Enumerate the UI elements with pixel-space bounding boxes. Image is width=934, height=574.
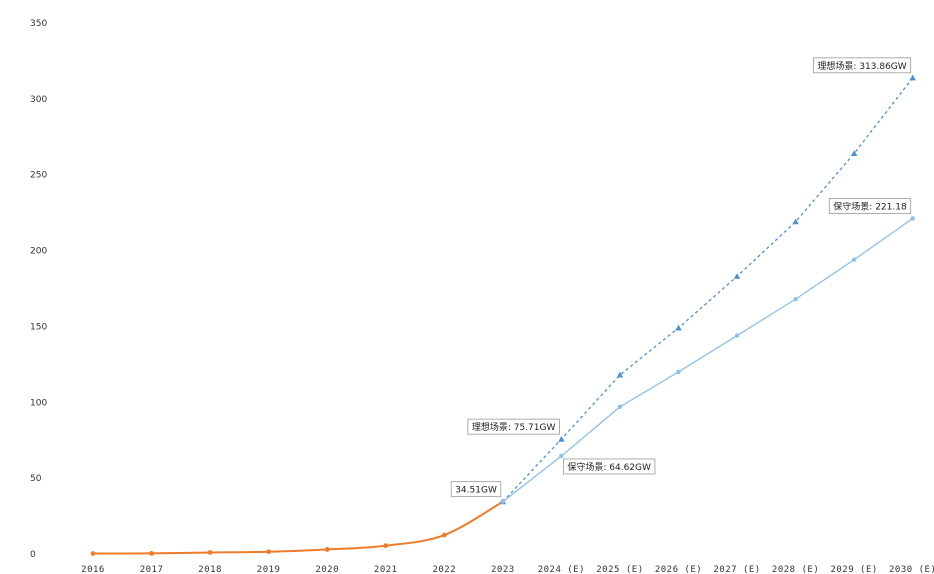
y-tick-label: 250	[30, 171, 47, 181]
series-line-conservative	[502, 217, 914, 503]
data-point-conservative	[559, 453, 564, 459]
data-label-box	[563, 458, 656, 475]
data-point-historical	[324, 547, 330, 552]
data-label-box	[813, 57, 912, 74]
data-point-conservative	[500, 499, 506, 504]
y-tick-label: 200	[30, 247, 47, 257]
y-tick-label: 350	[30, 19, 47, 29]
x-tick-label: 2026 (E)	[655, 565, 702, 574]
data-point-historical	[207, 550, 213, 555]
x-tick-label: 2027 (E)	[713, 565, 760, 574]
x-tick-label: 2017	[140, 565, 164, 574]
y-axis: 0 50 100 150 200 250 300 350	[30, 19, 47, 560]
data-point-historical	[90, 551, 96, 556]
x-tick-label: 2029 (E)	[830, 565, 877, 574]
data-point-historical	[383, 543, 389, 549]
data-point-conservative	[793, 296, 798, 302]
data-point-ideal	[616, 371, 624, 378]
data-label: 34.51GW	[450, 481, 502, 498]
data-label-text: 保守场景: 221.18	[833, 200, 907, 212]
data-point-conservative	[676, 369, 681, 375]
x-tick-label: 2030 (E)	[889, 565, 934, 574]
data-point-ideal	[792, 218, 799, 225]
y-tick-label: 0	[30, 550, 36, 560]
data-label: 保守场景: 64.62GW	[563, 458, 656, 475]
y-tick-label: 100	[30, 398, 47, 408]
annotation-layer: 34.51GW 理想场景: 75.71GW 保守场景: 64.62GW 理想场景: 3…	[450, 57, 912, 498]
data-label-box	[828, 198, 912, 214]
x-tick-label: 2024 (E)	[538, 565, 585, 574]
data-point-ideal	[909, 74, 916, 81]
series-layer	[90, 74, 916, 556]
data-point-historical	[441, 532, 447, 538]
data-label: 理想场景: 313.86GW	[813, 57, 912, 74]
data-point-ideal	[675, 324, 682, 331]
data-point-ideal	[850, 150, 858, 157]
x-tick-label: 2025 (E)	[596, 565, 643, 574]
data-label-text: 理想场景: 75.71GW	[472, 421, 556, 433]
x-tick-label: 2023	[491, 565, 515, 574]
data-label: 理想场景: 75.71GW	[467, 418, 560, 435]
data-label-text: 理想场景: 313.86GW	[817, 60, 906, 72]
data-point-ideal	[733, 273, 741, 279]
x-tick-label: 2018	[198, 565, 222, 574]
x-tick-label: 2016	[81, 565, 105, 574]
x-tick-label: 2021	[374, 565, 398, 574]
series-line-ideal	[502, 77, 914, 503]
data-label-text: 保守场景: 64.62GW	[567, 461, 651, 473]
data-point-conservative	[851, 257, 857, 262]
x-tick-label: 2028 (E)	[772, 565, 819, 574]
x-axis: 2016 2017 2018 2019 2020 2021 2022 2023 2024 (E)…	[81, 565, 934, 574]
x-tick-label: 2019	[257, 565, 281, 574]
data-label: 保守场景: 221.18	[828, 198, 912, 214]
y-tick-label: 300	[30, 95, 47, 105]
x-tick-label: 2022	[432, 565, 456, 574]
y-tick-label: 150	[30, 322, 47, 332]
data-point-conservative	[734, 333, 740, 338]
data-label-box	[450, 481, 502, 498]
series-line-historical	[92, 500, 504, 555]
data-label-text: 34.51GW	[455, 486, 497, 496]
y-tick-label: 50	[30, 474, 42, 484]
data-label-box	[467, 418, 560, 435]
x-tick-label: 2020	[315, 565, 339, 574]
data-point-conservative	[910, 216, 915, 221]
data-point-conservative	[617, 404, 623, 410]
data-point-historical	[149, 550, 154, 556]
data-point-ideal	[558, 435, 565, 442]
data-point-historical	[266, 549, 272, 555]
